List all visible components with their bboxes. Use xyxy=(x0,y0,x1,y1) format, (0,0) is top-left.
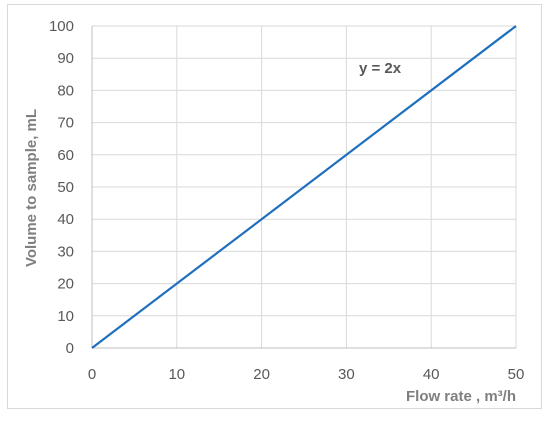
grid-lines xyxy=(92,25,517,348)
y-tick-label: 0 xyxy=(66,340,74,357)
x-tick-label: 50 xyxy=(508,366,525,383)
y-tick-label: 80 xyxy=(57,82,74,99)
y-tick-label: 60 xyxy=(57,147,74,164)
y-tick-label: 50 xyxy=(57,179,74,196)
y-tick-label: 30 xyxy=(57,243,74,260)
axes xyxy=(91,26,516,349)
x-tick-label: 40 xyxy=(423,366,440,383)
y-tick-label: 70 xyxy=(57,115,74,132)
x-tick-label: 20 xyxy=(253,366,270,383)
y-tick-label: 10 xyxy=(57,308,74,325)
series-group xyxy=(91,25,517,349)
y-axis-title: Volume to sample, mL xyxy=(23,109,40,267)
equation-annotation: y = 2x xyxy=(359,60,402,77)
y-tick-label: 90 xyxy=(57,50,74,67)
chart-frame xyxy=(7,4,542,409)
series-line xyxy=(91,25,517,349)
y-tick-label: 20 xyxy=(57,276,74,293)
x-tick-labels: 0 10 20 30 40 50 xyxy=(88,366,525,383)
y-tick-label: 40 xyxy=(57,211,74,228)
x-tick-label: 30 xyxy=(338,366,355,383)
x-axis-title: Flow rate , m³/h xyxy=(406,388,516,405)
y-tick-labels: 0 10 20 30 40 50 60 70 80 90 100 xyxy=(49,18,74,357)
x-tick-label: 10 xyxy=(168,366,185,383)
x-tick-label: 0 xyxy=(88,366,96,383)
y-tick-label: 100 xyxy=(49,18,74,35)
